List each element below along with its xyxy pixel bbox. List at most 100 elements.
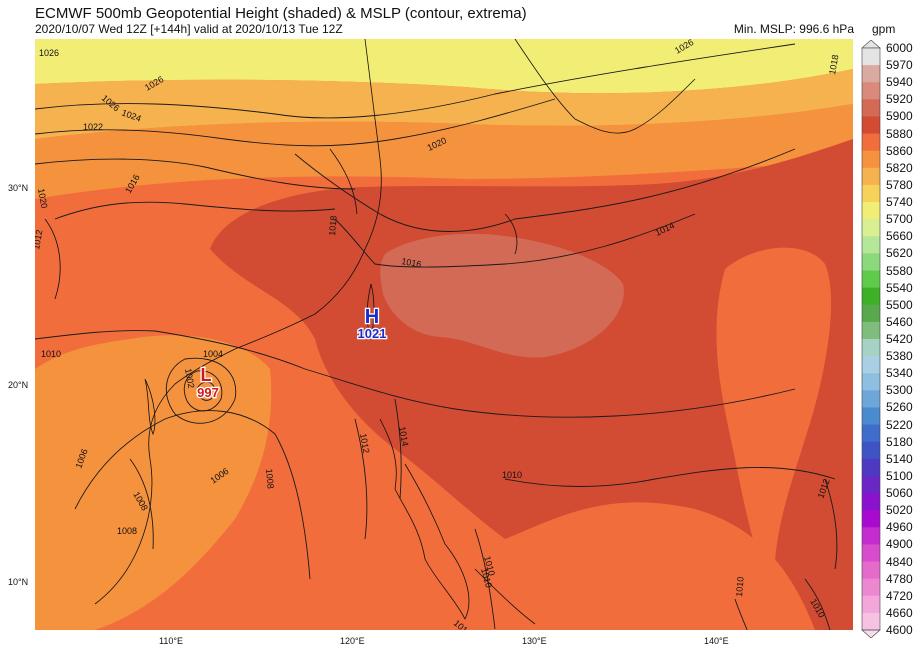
map-panel: H 1021 L 997 1026 1026 1024 1026 1022 10… — [35, 39, 853, 630]
contour-label: 1020 — [36, 188, 49, 209]
colorbar-swatch — [862, 219, 880, 237]
colorbar-tick-label: 5700 — [886, 212, 913, 227]
contour-label: 1010 — [502, 470, 522, 480]
lat-label-20n: 20°N — [8, 380, 29, 390]
height-zone-5740 — [35, 39, 853, 94]
contour-label: 1022 — [83, 122, 103, 132]
colorbar-swatch — [862, 339, 880, 357]
colorbar-tick-label: 5920 — [886, 92, 913, 107]
colorbar-swatch — [862, 493, 880, 511]
isobar-contours — [35, 43, 838, 630]
colorbar-swatch — [862, 561, 880, 580]
lat-label-10n: 10°N — [8, 577, 29, 587]
colorbar-tick-label: 5740 — [886, 195, 913, 210]
colorbar-swatch — [862, 253, 880, 272]
colorbar-tick-label: 5500 — [886, 297, 913, 312]
high-value: 1021 — [358, 326, 387, 341]
colorbar-swatch — [862, 612, 880, 631]
colorbar-tick-label: 5060 — [886, 486, 913, 501]
lat-label-30n: 30°N — [8, 183, 29, 193]
colorbar — [861, 40, 881, 638]
height-zone-5780 — [35, 69, 853, 139]
valid-time-subtitle: 2020/10/07 Wed 12Z [+144h] valid at 2020… — [35, 22, 343, 36]
lon-label-140e: 140°E — [704, 636, 729, 646]
colorbar-swatch — [862, 236, 880, 254]
colorbar-swatch — [862, 544, 880, 563]
contour-label: 1016 — [401, 256, 422, 269]
colorbar-swatch — [862, 407, 880, 426]
colorbar-tick-label: 5100 — [886, 468, 913, 483]
colorbar-swatch — [862, 595, 880, 614]
low-symbol: L — [201, 365, 212, 385]
colorbar-swatch — [862, 202, 880, 220]
height-zone-5880-island — [716, 247, 832, 600]
colorbar-swatch — [862, 441, 880, 460]
colorbar-tick-label: 5180 — [886, 434, 913, 449]
colorbar-swatch — [862, 390, 880, 408]
colorbar-swatch — [862, 424, 880, 443]
colorbar-tick-label: 4840 — [886, 554, 913, 569]
lon-label-110e: 110°E — [159, 636, 183, 646]
colorbar-swatch — [862, 321, 880, 340]
height-zone-5920 — [380, 233, 624, 358]
colorbar-swatch — [862, 65, 880, 83]
colorbar-swatch — [862, 356, 880, 374]
height-zone-5900 — [210, 139, 853, 630]
colorbar-tick-label: 5820 — [886, 160, 913, 175]
colorbar-tick-label: 5260 — [886, 400, 913, 415]
colorbar-tick-label: 5900 — [886, 109, 913, 124]
colorbar-swatch — [862, 133, 880, 152]
colorbar-swatch — [862, 82, 880, 100]
low-value: 997 — [197, 385, 219, 400]
colorbar-tick-label: 5880 — [886, 126, 913, 141]
colorbar-tick-label: 5540 — [886, 280, 913, 295]
colorbar-tick-label: 5620 — [886, 246, 913, 261]
colorbar-tick-label: 4780 — [886, 571, 913, 586]
colorbar-swatch — [862, 116, 880, 135]
colorbar-tick-label: 5300 — [886, 383, 913, 398]
lon-label-120e: 120°E — [340, 636, 365, 646]
colorbar-tick-label: 5970 — [886, 58, 913, 73]
colorbar-swatch — [862, 99, 880, 117]
colorbar-tick-label: 5420 — [886, 332, 913, 346]
colorbar-tick-label: 4960 — [886, 520, 913, 535]
colorbar-swatch — [862, 373, 880, 391]
colorbar-swatch — [862, 48, 880, 66]
colorbar-top-arrow — [861, 40, 881, 49]
colorbar-swatch — [862, 270, 880, 289]
colorbar-tick-label: 5660 — [886, 229, 913, 244]
contour-label: 1010 — [452, 618, 474, 630]
chart-title: ECMWF 500mb Geopotential Height (shaded)… — [35, 5, 527, 22]
colorbar-tick-label: 5140 — [886, 451, 913, 466]
contour-label: 1018 — [327, 215, 339, 236]
colorbar-bottom-arrow — [861, 629, 881, 638]
colorbar-swatch — [862, 578, 880, 597]
contour-label: 1010 — [734, 576, 746, 597]
colorbar-swatch — [862, 304, 880, 323]
contour-label: 1014 — [397, 426, 410, 447]
high-pressure-marker: H 1021 — [356, 305, 387, 343]
contour-label: 1018 — [827, 54, 840, 75]
colorbar-tick-label: 5380 — [886, 349, 913, 364]
contour-label: 1010 — [41, 349, 61, 359]
map-canvas: H 1021 L 997 1026 1026 1024 1026 1022 10… — [35, 39, 853, 630]
colorbar-tick-label: 5340 — [886, 366, 913, 381]
contour-label: 1008 — [264, 468, 276, 489]
contour-label: 1004 — [203, 349, 223, 359]
colorbar-tick-label: 6000 — [886, 41, 913, 55]
colorbar-swatch — [862, 458, 880, 477]
colorbar-tick-label: 5860 — [886, 143, 913, 158]
colorbar-tick-label: 5220 — [886, 417, 913, 432]
contour-label: 1012 — [35, 229, 44, 250]
low-pressure-marker: L 997 — [196, 364, 220, 402]
colorbar-tick-label: 5940 — [886, 75, 913, 90]
colorbar-swatch — [862, 510, 880, 528]
contour-label: 1026 — [39, 48, 59, 58]
colorbar-swatch — [862, 287, 880, 306]
colorbar-tick-label: 5780 — [886, 177, 913, 192]
colorbar-tick-label: 5460 — [886, 314, 913, 329]
colorbar-swatch — [862, 150, 880, 169]
colorbar-swatch — [862, 167, 880, 186]
min-mslp-readout: Min. MSLP: 996.6 hPa — [733, 22, 854, 36]
colorbar-swatch — [862, 527, 880, 545]
